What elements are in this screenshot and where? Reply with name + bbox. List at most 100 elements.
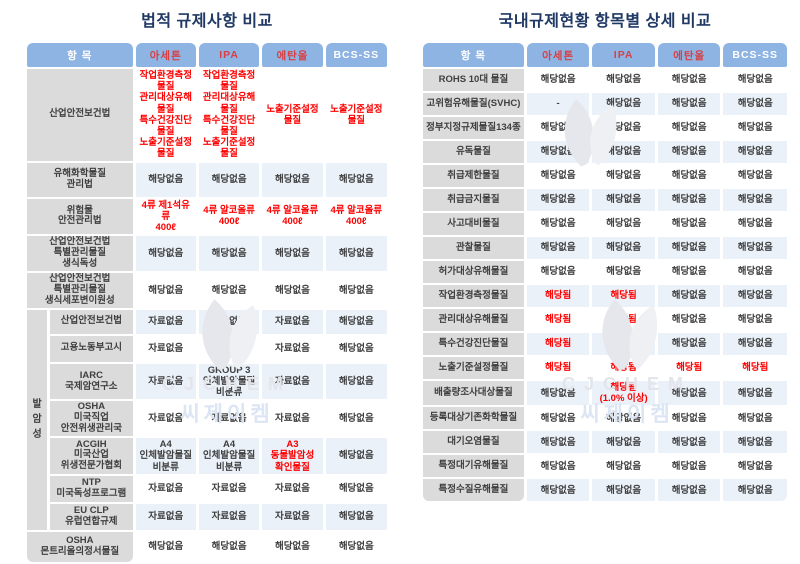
value-cell: 해당없음 [526,407,590,430]
left-table-title: 법적 규제사항 비교 [141,13,273,30]
table-row: 사고대비물질 해당없음 해당없음 해당없음 해당없음 [423,213,787,235]
value-cell: 해당없음 [657,333,721,355]
column-header: BCS-SS [723,43,787,67]
legal-regulation-table: 항 목 아세톤 IPA 에탄올 BCS-SS 산업안전보건법 작업환경측정물질 관리대상유해… [24,41,390,564]
row-label: 관리대상유해물질 [423,309,524,331]
column-header: IPA [592,43,655,67]
value-cell: A3 동물발암성 확인물질 [262,438,323,474]
value-cell: 해당없음 [657,407,721,430]
row-label: 특정수질유해물질 [423,479,524,502]
value-cell: 4류 제1석유류 400ℓ [135,198,196,235]
value-cell: 4류 알코올류 400ℓ [325,198,387,235]
value-cell: 해당됨 [592,285,655,307]
value-cell: 해당없음 [526,431,590,454]
value-cell: 노출기준설정물질 [262,69,323,161]
row-label: 등록대상기존화학물질 [423,407,524,430]
value-cell: 해당없음 [325,363,387,400]
value-cell: 해당없음 [657,431,721,454]
value-cell: 자료없음 [262,335,323,362]
value-cell: 해당없음 [526,455,590,478]
value-cell: 해당없음 [723,285,787,307]
value-cell: 해당없음 [325,401,387,437]
value-cell: 자료없음 [262,363,323,400]
table-row: 허가대상유해물질 해당없음 해당없음 해당없음 해당없음 [423,261,787,283]
row-label: 산업안전보건법 특별관리물질 생식세포변이원성 [27,273,133,308]
value-cell: 해당됨 [592,309,655,331]
row-label: OSHA 몬트리올의정서물질 [27,531,133,562]
value-cell: 해당없음 [657,93,721,115]
row-label: 산업안전보건법 [50,309,133,334]
value-cell: 해당없음 [325,531,387,562]
value-cell: 해당없음 [198,273,260,308]
value-cell: 해당없음 [657,213,721,235]
table-row: ROHS 10대 물질 해당없음 해당없음 해당없음 해당없음 [423,69,787,91]
value-cell: 해당없음 [325,236,387,271]
table-row: 산업안전보건법 특별관리물질 생식독성 해당없음 해당없음 해당없음 해당없음 [27,236,387,271]
value-cell: 해당없음 [657,141,721,163]
row-label: 배출량조사대상물질 [423,381,524,406]
row-label: OSHA 미국직업 안전위생관리국 [50,401,133,437]
value-cell: 해당없음 [526,69,590,91]
value-cell: 해당없음 [657,237,721,259]
value-cell: 해당됨 [657,357,721,379]
value-cell: 해당없음 [592,93,655,115]
value-cell: 해당됨 [526,357,590,379]
row-label: 대기오염물질 [423,431,524,454]
table-row: 산업안전보건법 작업환경측정물질 관리대상유해물질 특수건강진단물질 노출기준설정… [27,69,387,161]
value-cell: GROUP 3 인체발암물질 비분류 [198,363,260,400]
value-cell: 해당없음 [657,69,721,91]
value-cell: 해당없음 [325,162,387,197]
row-label: 특정대기유해물질 [423,455,524,478]
row-label: 산업안전보건법 [27,69,133,161]
value-cell: 자료없음 [198,335,260,362]
column-header: 아세톤 [526,43,590,67]
legal-regulation-panel: 법적 규제사항 비교 항 목 아세톤 IPA 에탄올 BCS-SS 산업안전보건법 작업환경… [24,10,390,564]
value-cell: 해당없음 [592,117,655,139]
table-row: OSHA 미국직업 안전위생관리국 자료없음 자료없음 자료없음 해당없음 [27,401,387,437]
value-cell: 해당없음 [592,69,655,91]
value-cell: 해당됨 [526,285,590,307]
table-row: IARC 국제암연구소 자료없음 GROUP 3 인체발암물질 비분류 자료없음 해당없… [27,363,387,400]
value-cell: 해당없음 [723,237,787,259]
row-label: 산업안전보건법 특별관리물질 생식독성 [27,236,133,271]
domestic-regulation-table: 항 목 아세톤 IPA 에탄올 BCS-SS ROHS 10대 물질 해당없음 해당없음 해당없… [420,41,790,503]
header-row: 항 목 아세톤 IPA 에탄올 BCS-SS [423,43,787,67]
table-row: 등록대상기존화학물질 해당없음 해당없음 해당없음 해당없음 [423,407,787,430]
value-cell: 해당없음 [262,162,323,197]
value-cell: 해당없음 [723,117,787,139]
value-cell: 해당없음 [657,189,721,211]
value-cell: 해당없음 [135,531,196,562]
header-row: 항 목 아세톤 IPA 에탄올 BCS-SS [27,43,387,67]
value-cell: 자료없음 [262,309,323,334]
row-label: 작업환경측정물질 [423,285,524,307]
value-cell: 해당없음 [723,333,787,355]
group-label: 발암성 [27,309,48,530]
value-cell: 해당없음 [657,479,721,502]
value-cell: 해당없음 [592,431,655,454]
value-cell: 해당없음 [325,335,387,362]
value-cell: 자료없음 [135,335,196,362]
row-label: 관찰물질 [423,237,524,259]
table-row: 취급제한물질 해당없음 해당없음 해당없음 해당없음 [423,165,787,187]
table-row: 정부지정규제물질134종 해당없음 해당없음 해당없음 해당없음 [423,117,787,139]
value-cell: 해당없음 [198,236,260,271]
row-label: 사고대비물질 [423,213,524,235]
value-cell: 해당없음 [526,381,590,406]
value-cell: - [526,93,590,115]
column-header: 아세톤 [135,43,196,67]
value-cell: 해당없음 [135,236,196,271]
table-row: 특정대기유해물질 해당없음 해당없음 해당없음 해당없음 [423,455,787,478]
value-cell: 해당없음 [526,237,590,259]
table-row: 대기오염물질 해당없음 해당없음 해당없음 해당없음 [423,431,787,454]
row-label: NTP 미국독성프로그램 [50,475,133,502]
table-row: OSHA 몬트리올의정서물질 해당없음 해당없음 해당없음 해당없음 [27,531,387,562]
value-cell: 해당없음 [723,189,787,211]
value-cell: 해당없음 [723,479,787,502]
value-cell: 해당없음 [135,162,196,197]
value-cell: 해당없음 [723,165,787,187]
value-cell: 해당없음 [592,189,655,211]
value-cell: 해당없음 [592,141,655,163]
value-cell: 해당됨 (1.0% 이상) [592,381,655,406]
table-row: 취급금지물질 해당없음 해당없음 해당없음 해당없음 [423,189,787,211]
row-label: ROHS 10대 물질 [423,69,524,91]
